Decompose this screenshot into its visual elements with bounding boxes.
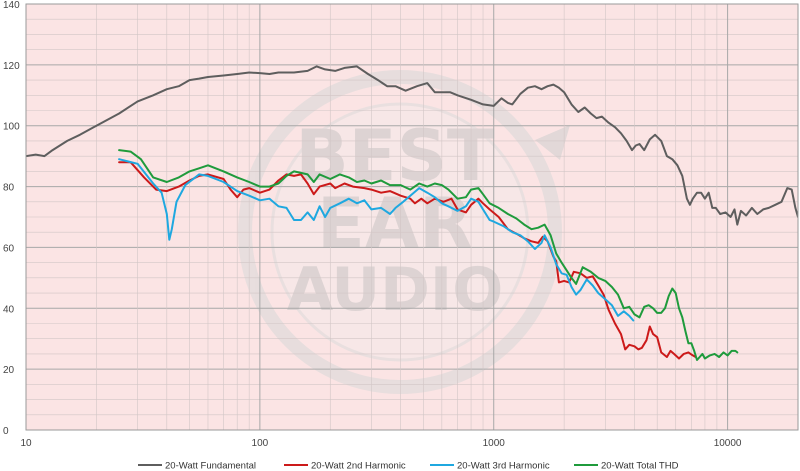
y-tick-label: 100 (3, 122, 20, 133)
legend: 20-Watt Fundamental 20-Watt 2nd Harmonic 2… (138, 461, 679, 471)
y-tick-label: 140 (3, 0, 20, 11)
series-line-3 (118, 149, 739, 361)
legend-label-1: 20-Watt 2nd Harmonic (311, 461, 406, 471)
series-line-0 (26, 65, 798, 226)
x-tick-label: 10 (20, 438, 32, 449)
legend-label-3: 20-Watt Total THD (601, 461, 679, 471)
x-tick-label: 1000 (483, 438, 506, 449)
y-tick-label: 20 (3, 365, 15, 376)
series-line-2 (118, 158, 635, 322)
y-tick-label: 0 (3, 426, 9, 437)
x-tick-label: 100 (252, 438, 269, 449)
watermark-line-2: EAR (317, 183, 473, 265)
legend-label-0: 20-Watt Fundamental (165, 461, 256, 471)
y-tick-label: 120 (3, 61, 20, 72)
plot-border (25, 3, 799, 431)
series-lines (26, 65, 798, 361)
y-tick-label: 40 (3, 304, 15, 315)
series-line-1 (118, 161, 697, 360)
axis-tick-labels: 0 20 40 60 80 100 120 140 10 100 1000 10000 (3, 0, 742, 449)
x-tick-label: 10000 (714, 438, 742, 449)
y-tick-label: 60 (3, 243, 15, 254)
watermark-line-3: AUDIO (287, 255, 503, 325)
legend-label-2: 20-Watt 3rd Harmonic (457, 461, 550, 471)
y-tick-label: 80 (3, 183, 15, 194)
